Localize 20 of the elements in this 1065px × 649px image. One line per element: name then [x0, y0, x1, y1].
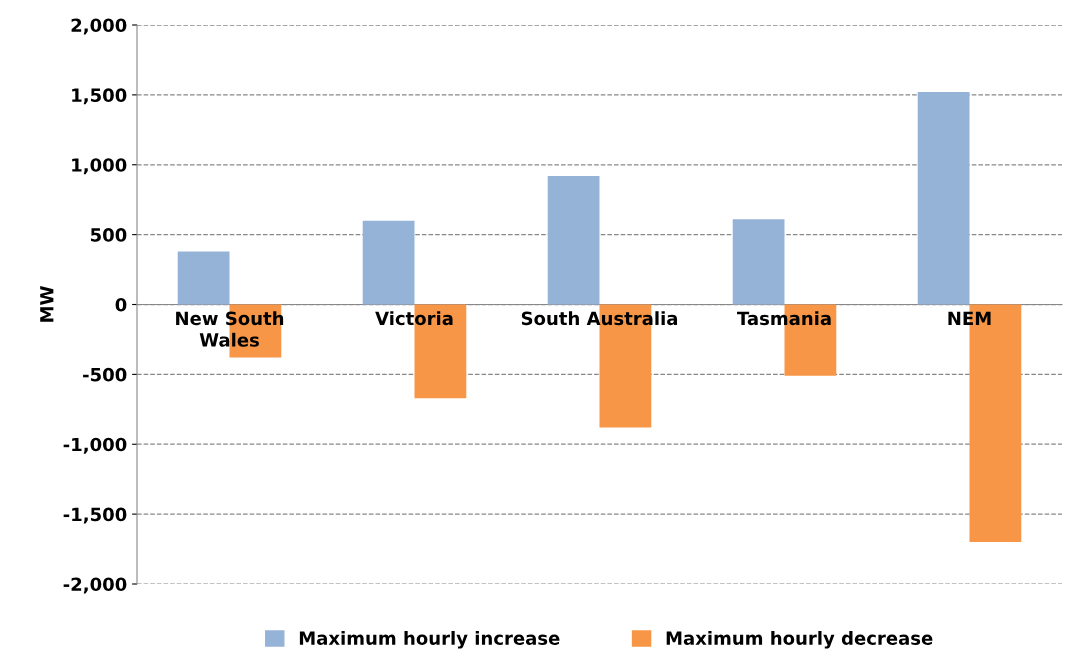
legend-label: Maximum hourly decrease: [666, 631, 933, 649]
bar: [362, 220, 415, 305]
y-tick-label: -2,000: [63, 577, 127, 594]
y-tick-label: 2,000: [71, 18, 127, 35]
bar: [547, 175, 600, 305]
x-tick-label: NEM: [948, 311, 991, 325]
legend-label: Maximum hourly increase: [299, 631, 560, 649]
y-tick-label: 1,000: [72, 158, 127, 175]
y-tick-label: -1,500: [63, 507, 127, 524]
y-tick-label: -1,000: [63, 437, 127, 454]
y-tick-label: 500: [90, 228, 127, 242]
y-tick-label: 1,500: [72, 88, 127, 105]
bar: [917, 92, 970, 305]
bar: [177, 251, 230, 305]
y-axis-title: MW: [40, 286, 54, 322]
bar: [732, 219, 785, 305]
x-tick-label: Tasmania: [737, 311, 831, 326]
y-tick-label: -500: [83, 367, 127, 382]
x-tick-label: Victoria: [375, 311, 453, 326]
y-tick-label: 0: [115, 297, 127, 312]
